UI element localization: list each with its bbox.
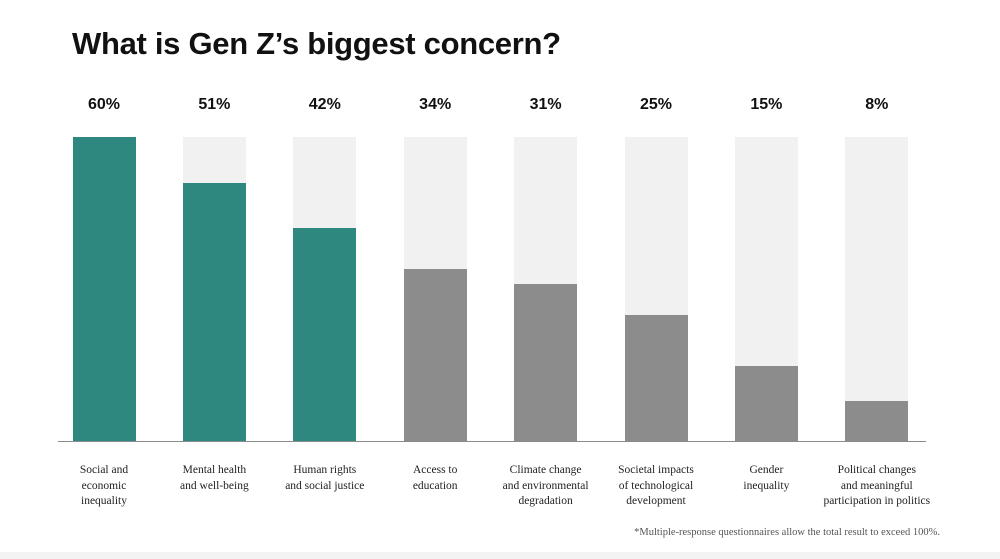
value-label: 8% — [865, 96, 889, 113]
category-label: Gender inequality — [696, 463, 836, 494]
category-label-line: Human rights — [293, 464, 357, 476]
category-label-line: and well-being — [180, 479, 249, 492]
value-label: 60% — [87, 96, 121, 113]
category-label: Human rights and social justice — [255, 463, 395, 494]
bar-track — [845, 137, 909, 442]
category-label-line: education — [412, 479, 458, 492]
footnote: *Multiple-response questionnaires allow … — [634, 527, 940, 538]
category-label: Societal impacts of technological developm… — [586, 463, 726, 510]
category-label-line: Societal impacts — [618, 464, 694, 476]
category-label-line: Access to — [412, 464, 458, 476]
bar-track — [293, 137, 357, 442]
bar-track — [624, 137, 688, 442]
category-label-line: and social justice — [285, 479, 365, 492]
category-label-line: economic — [81, 479, 127, 492]
bar-track — [72, 137, 136, 442]
value-label: 25% — [639, 96, 673, 113]
value-label: 31% — [529, 96, 562, 113]
category-label: Access to education — [365, 463, 505, 494]
category-label-line: Mental health — [182, 464, 247, 476]
bar — [734, 366, 798, 442]
category-label-line: inequality — [743, 479, 790, 492]
bar — [403, 269, 467, 442]
bar-track — [734, 137, 798, 442]
bottom-strip — [0, 552, 1000, 559]
category-label-line: Political changes — [837, 464, 916, 476]
x-axis-baseline — [58, 441, 926, 442]
category-label-line: Social and — [79, 464, 129, 476]
category-label: Climate change and environmental degradati… — [476, 463, 616, 510]
category-label-line: and environmental — [502, 479, 589, 492]
category-label: Political changes and meaningful participa… — [807, 463, 947, 510]
value-label: 51% — [198, 96, 231, 113]
category-label: Mental health and well-being — [144, 463, 284, 494]
bar — [72, 137, 136, 442]
bar-track — [514, 137, 578, 442]
category-label-line: development — [626, 495, 686, 507]
category-label: Social and economic inequality — [34, 463, 174, 510]
value-label: 34% — [419, 96, 452, 113]
value-label: 42% — [308, 96, 341, 113]
bar-track — [403, 137, 467, 442]
category-label-line: degradation — [518, 495, 573, 507]
category-label-line: of technological — [618, 479, 694, 492]
bar — [293, 228, 357, 442]
bar — [624, 315, 688, 442]
category-label-line: inequality — [81, 495, 127, 507]
category-label-line: and meaningful — [840, 479, 913, 492]
bar — [845, 401, 909, 442]
category-label-line: participation in politics — [823, 495, 931, 507]
bar-track — [182, 137, 246, 442]
bar — [514, 284, 578, 442]
chart-title: What is Gen Z’s biggest concern? — [72, 26, 561, 61]
value-label: 15% — [750, 96, 783, 113]
category-label-line: Climate change — [509, 464, 582, 476]
category-label-line: Gender — [749, 464, 784, 476]
bar — [182, 183, 246, 442]
